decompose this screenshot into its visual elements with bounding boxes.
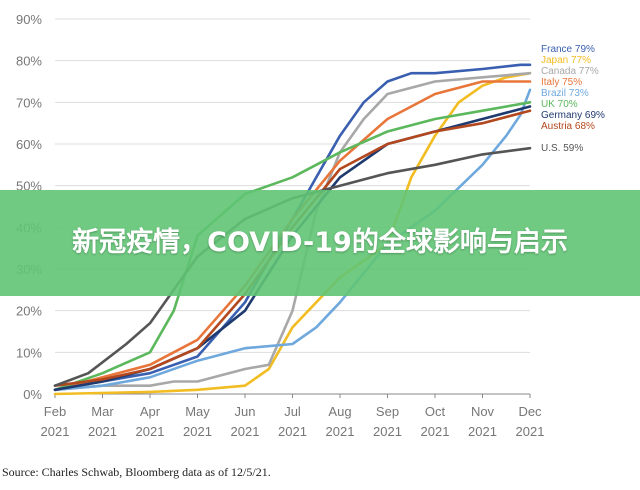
x-tick-label: May 2021	[183, 404, 212, 439]
series-line	[53, 101, 532, 392]
line-chart: 0%10%20%30%40%50%60%70%80%90%Feb2021Mar2…	[16, 12, 605, 439]
y-tick-label: 10%	[16, 345, 42, 360]
x-tick-label: Oct 2021	[421, 404, 450, 439]
y-tick-label: 70%	[16, 95, 42, 110]
series-end-label: Japan 77%	[541, 55, 591, 66]
x-tick-label: Mar 2021	[88, 404, 117, 439]
y-tick-label: 80%	[16, 54, 42, 69]
series-end-label: Austria 68%	[541, 121, 595, 132]
series-end-label: Germany 69%	[541, 110, 605, 121]
y-tick-label: 90%	[16, 12, 42, 27]
source-note: Source: Charles Schwab, Bloomberg data a…	[2, 465, 271, 479]
series-line	[53, 63, 532, 392]
series-line	[53, 88, 532, 392]
series-end-label: U.S. 59%	[541, 143, 583, 154]
y-tick-label: 0%	[23, 387, 42, 402]
x-tick-label: Nov 2021	[468, 404, 497, 439]
x-tick-label: Feb 2021	[41, 404, 70, 439]
title-banner: 新冠疫情，COVID-19的全球影响与启示	[0, 190, 640, 296]
x-tick-label: Sep 2021	[373, 404, 402, 439]
series-line	[53, 71, 532, 392]
banner-title: 新冠疫情，COVID-19的全球影响与启示	[72, 227, 568, 258]
x-tick-label: Jun 2021	[231, 404, 260, 439]
x-tick-label: Dec 2021	[516, 404, 545, 439]
series-end-label: Italy 75%	[541, 77, 582, 88]
y-tick-label: 20%	[16, 304, 42, 319]
series-end-label: UK 70%	[541, 99, 578, 110]
y-tick-label: 60%	[16, 137, 42, 152]
x-tick-label: Aug 2021	[326, 404, 355, 439]
series-end-label: France 79%	[541, 44, 595, 55]
series-end-label: Brazil 73%	[541, 88, 589, 99]
axes: 0%10%20%30%40%50%60%70%80%90%Feb2021Mar2…	[16, 12, 544, 439]
x-tick-label: Apr 2021	[136, 404, 165, 439]
y-tick-label: 50%	[16, 179, 42, 194]
series-labels: France 79%Japan 77%Canada 77%Italy 75%Br…	[541, 44, 605, 154]
x-tick-label: Jul 2021	[278, 404, 307, 439]
series-end-label: Canada 77%	[541, 66, 599, 77]
